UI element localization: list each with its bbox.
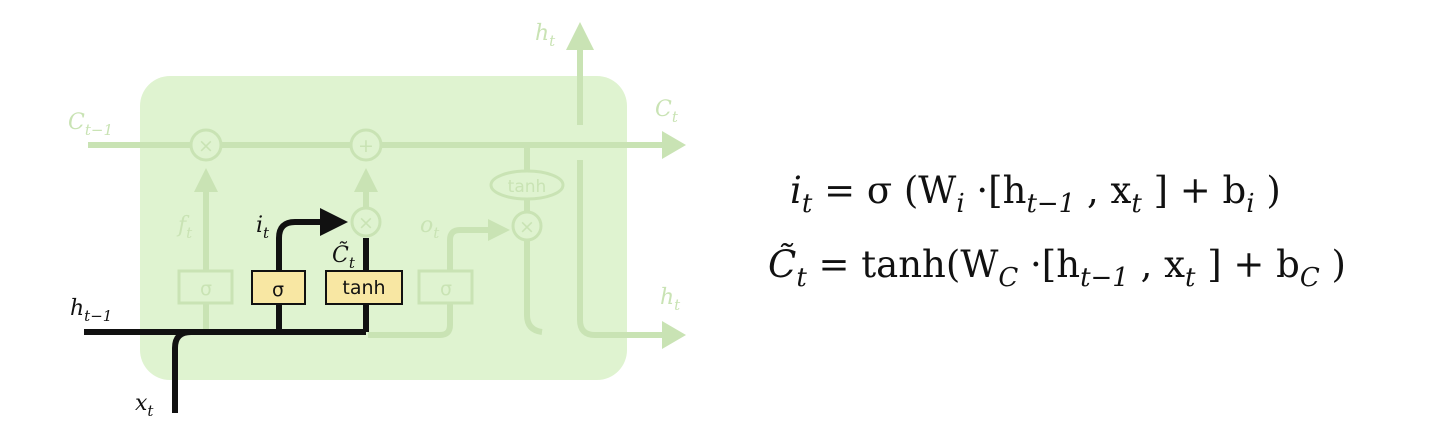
cell-tanh-label: tanh: [508, 177, 547, 197]
h-top-arrowhead: [566, 22, 594, 50]
mult-forget-label: ×: [198, 135, 214, 157]
h-out-arrowhead: [662, 321, 686, 349]
h-out-label: ht: [660, 285, 681, 314]
x-in-label: xt: [135, 391, 154, 420]
c-prev-label: Ct−1: [68, 110, 113, 139]
input-gate-label: σ: [272, 279, 284, 301]
equation-input-gate: it = σ (Wi ·[ht−1 , xt ] + bi ): [790, 169, 1281, 221]
candidate-gate-label: tanh: [342, 277, 385, 299]
mult-output-label: ×: [519, 216, 535, 238]
forget-gate-label: σ: [200, 278, 212, 300]
h-prev-label: ht−1: [70, 296, 112, 325]
cell-state-arrowhead: [662, 131, 686, 159]
h-top-label: ht: [535, 21, 556, 50]
mult-input-label: ×: [358, 212, 374, 234]
add-cell-label: +: [358, 135, 374, 157]
output-gate-label: σ: [440, 278, 452, 300]
c-next-label: Ct: [655, 97, 679, 126]
equation-candidate: C̃t = tanh(WC ·[ht−1 , xt ] + bC ): [768, 242, 1346, 295]
